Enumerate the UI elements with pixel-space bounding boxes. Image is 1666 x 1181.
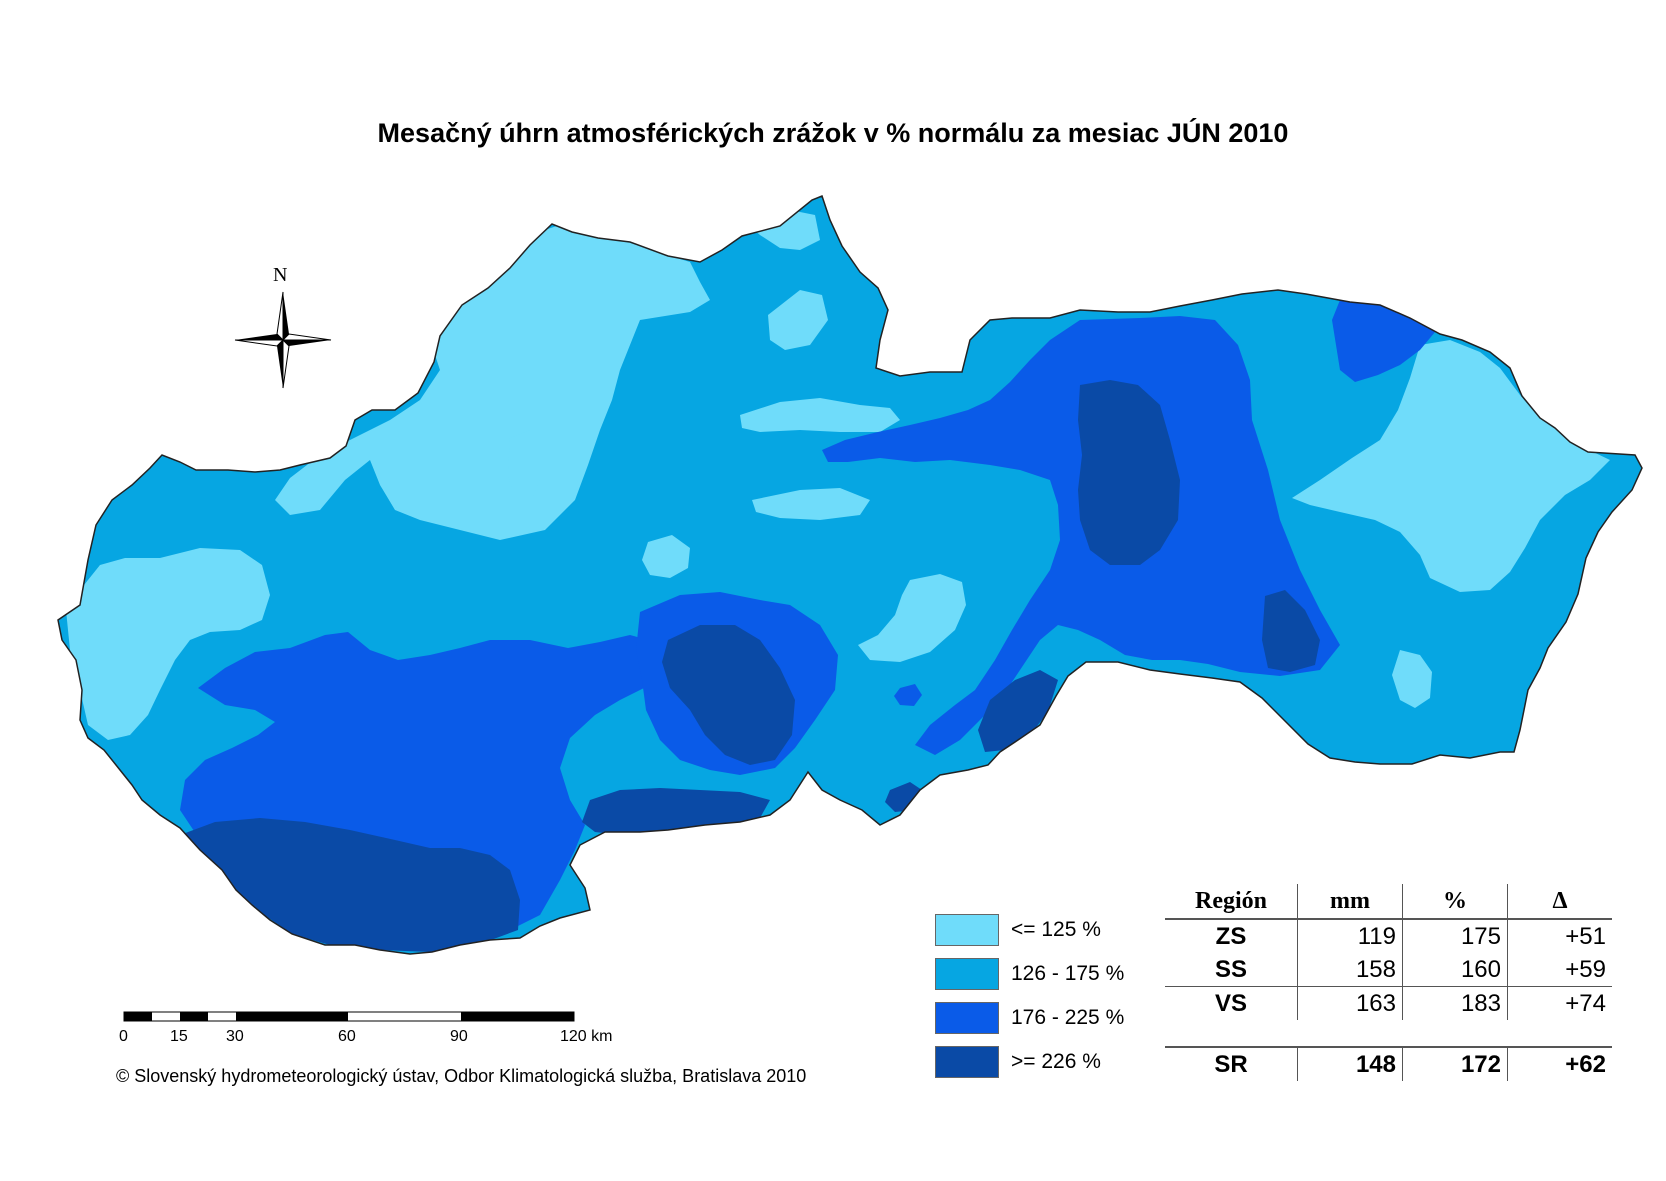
cell-percent: 172 [1402,1046,1508,1081]
zone-le-125-patch6 [858,574,966,662]
cell-delta: +74 [1507,986,1612,1020]
cell-delta: +62 [1507,1046,1612,1081]
zone-ge-226-south [180,818,520,952]
header-delta: Δ [1507,884,1612,920]
table-row: VS 163 183 +74 [1165,986,1612,1020]
zone-176-225-patch [894,684,922,706]
cell-percent: 183 [1402,986,1508,1020]
cell-delta: +59 [1507,953,1612,987]
header-region: Región [1165,884,1298,920]
country-border [57,195,1643,955]
zone-le-125-north [275,225,710,540]
table-total-row: SR 148 172 +62 [1165,1046,1612,1081]
zone-le-125-patch4 [508,430,540,500]
zone-ge-226-east-central [1078,380,1180,565]
cell-mm: 158 [1297,953,1403,987]
scale-bar [123,1011,575,1022]
map-title: Mesačný úhrn atmosférických zrážok v % n… [377,118,1289,148]
scale-label: 0 [119,1028,128,1045]
legend-swatch [935,1046,999,1078]
legend-swatch [935,958,999,990]
cell-mm: 119 [1297,919,1403,953]
scale-label: 90 [450,1028,468,1045]
legend-label: 126 - 175 % [1011,962,1125,985]
legend-label: <= 125 % [1011,918,1101,941]
zone-le-125-east-patch [1392,650,1432,708]
zone-le-125-patch3 [752,488,870,520]
zone-ge-226-south-east [978,670,1058,752]
zone-ge-226-central [662,625,795,765]
zone-176-225-northeast [1332,300,1435,382]
zone-ge-226-south-central [582,788,770,835]
cell-mm: 163 [1297,986,1403,1020]
cell-region: SR [1165,1046,1298,1081]
cell-percent: 160 [1402,953,1508,987]
legend-swatch [935,1002,999,1034]
zone-le-125-east [1292,340,1610,592]
scale-label: 60 [338,1028,356,1045]
compass-rose-icon [234,291,332,389]
cell-percent: 175 [1402,919,1508,953]
copyright-note: © Slovenský hydrometeorologický ústav, O… [116,1066,807,1086]
zone-le-125-patch5 [642,535,690,578]
zone-le-125-patch1 [768,290,828,350]
cell-region: ZS [1215,922,1247,950]
header-mm: mm [1297,884,1403,920]
legend-label: 176 - 225 % [1011,1006,1125,1029]
cell-region: SS [1214,955,1247,983]
zone-le-125-patch2 [740,398,900,432]
zone-le-125-west [65,548,270,740]
table-row: ZS 119 175 +51 [1165,919,1612,953]
scale-label: 120 km [560,1028,613,1045]
table-header-row: Región mm % Δ [1165,884,1612,920]
scale-label: 15 [170,1028,188,1045]
header-percent: % [1402,884,1508,920]
north-label: N [273,264,288,286]
cell-region: VS [1165,986,1298,1020]
table-spacer [1165,1020,1612,1047]
scale-label: 30 [226,1028,244,1045]
zone-ge-226-southeast [1262,590,1320,672]
legend-label: >= 226 % [1011,1050,1101,1073]
zone-176-225-east-central [822,316,1340,755]
regional-stats-table: Región mm % Δ ZS 119 175 +51 SS 158 160 … [1165,884,1612,1081]
legend-swatch [935,914,999,946]
cell-mm: 148 [1297,1046,1403,1081]
table-row: SS 158 160 +59 [1165,953,1612,987]
cell-delta: +51 [1507,919,1612,953]
